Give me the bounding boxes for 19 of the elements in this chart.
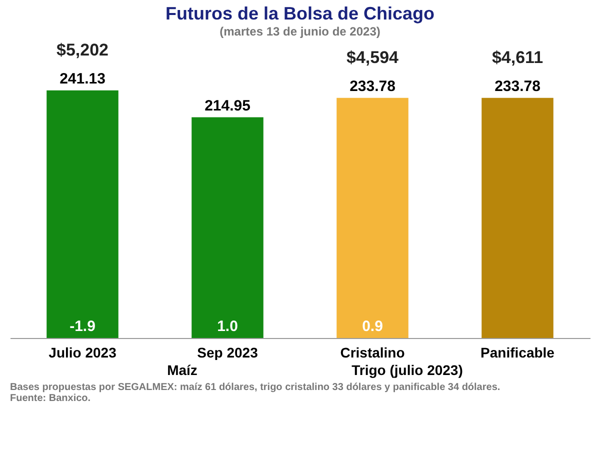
text: Bases propuestas por SEGALMEX: maíz 61 dólares, trigo cristalino 33 dólares y panificable 34 dólares. xyxy=(10,382,502,393)
data-label: 214.95 xyxy=(204,97,250,114)
chart-subtitle: (martes 13 de junio de 2023) xyxy=(220,24,380,38)
annotation: $4,594 xyxy=(346,48,400,67)
data-label: 233.78 xyxy=(494,78,540,95)
annotation: -1.9 xyxy=(70,318,96,335)
annotation: 1.0 xyxy=(217,318,238,335)
annotation: 0.9 xyxy=(362,318,383,335)
chart-title: Futuros de la Bolsa de Chicago xyxy=(165,3,435,24)
x-tick-label: Cristalino xyxy=(340,344,405,360)
x-tick-label: Julio 2023 xyxy=(48,344,117,360)
text: Maíz xyxy=(167,362,198,378)
x-tick-label: Panificable xyxy=(480,344,555,360)
data-label: 241.13 xyxy=(60,70,106,88)
annotation: $4,611 xyxy=(492,48,544,67)
data-label: 233.78 xyxy=(350,78,396,95)
annotation: $5,202 xyxy=(56,40,108,60)
source-note: Fuente: Banxico. xyxy=(10,393,92,404)
text: Trigo (julio 2023) xyxy=(352,362,463,378)
